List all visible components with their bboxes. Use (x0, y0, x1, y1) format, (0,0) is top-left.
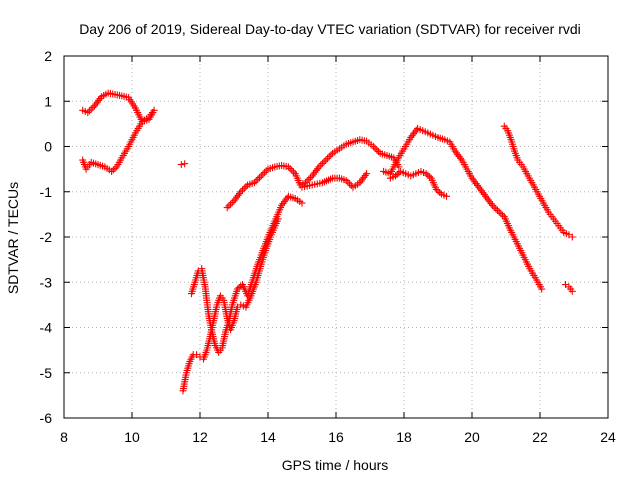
data-point (363, 170, 371, 178)
data-point-interp (436, 189, 444, 197)
data-point-interp (324, 154, 331, 162)
data-point (488, 201, 496, 209)
data-point (538, 285, 546, 293)
data-point (342, 176, 350, 184)
data-point-interp (87, 105, 95, 113)
data-point-interp (256, 174, 263, 182)
data-point (301, 179, 309, 187)
y-tick-label: -6 (40, 410, 53, 426)
data-point (250, 179, 258, 187)
data-point-interp (325, 153, 333, 161)
data-point (315, 163, 323, 171)
data-point-interp (426, 173, 433, 181)
data-point-interp (235, 284, 243, 292)
y-tick-label: -2 (40, 229, 53, 245)
data-point-interp (240, 184, 248, 192)
data-point (257, 172, 265, 180)
data-point (422, 170, 430, 178)
data-point-interp (307, 174, 314, 182)
data-point-interp (227, 200, 235, 208)
data-point (432, 185, 440, 193)
y-tick-label: -1 (40, 184, 53, 200)
data-point-interp (494, 206, 501, 214)
data-point (284, 163, 292, 171)
data-point-interp (375, 148, 382, 156)
data-point (274, 215, 282, 223)
data-point-interp (346, 180, 354, 188)
y-tick-label: 1 (44, 93, 52, 109)
data-point (568, 233, 576, 241)
data-point-interp (490, 203, 498, 211)
data-point-interp (497, 210, 505, 218)
data-point-interp (261, 169, 269, 177)
data-point-interp (225, 202, 233, 210)
x-tick-labels: 8 10 12 14 16 18 20 22 24 (60, 429, 616, 445)
data-point-interp (305, 175, 313, 183)
data-point (181, 160, 189, 168)
data-point (108, 167, 116, 175)
data-point-interp (371, 144, 379, 152)
x-axis-label: GPS time / hours (282, 457, 389, 473)
data-point (233, 285, 241, 293)
x-tick-label: 12 (192, 429, 208, 445)
data-point-interp (393, 170, 401, 178)
data-points (79, 89, 576, 395)
y-tick-label: -5 (40, 365, 53, 381)
y-axis-label: SDTVAR / TECUs (5, 182, 21, 294)
y-tick-label: -4 (40, 320, 53, 336)
data-point (392, 172, 399, 180)
data-point-interp (288, 166, 296, 174)
data-point (148, 109, 156, 117)
x-tick-label: 22 (532, 429, 548, 445)
y-tick-label: -3 (40, 274, 53, 290)
data-point-interp (252, 177, 260, 185)
data-point (568, 287, 576, 295)
data-point-interp (344, 178, 352, 186)
data-point (177, 161, 185, 169)
data-point (298, 199, 306, 207)
x-tick-label: 10 (124, 429, 140, 445)
data-point-interp (434, 187, 442, 195)
data-point-interp (492, 205, 500, 213)
data-point-interp (239, 186, 246, 194)
y-tick-label: 0 (44, 139, 52, 155)
y-tick-labels: 2 1 0 -1 -2 -3 -4 -5 -6 (40, 48, 53, 426)
x-tick-label: 24 (600, 429, 616, 445)
data-point-interp (228, 198, 236, 206)
data-point-interp (242, 183, 250, 191)
x-tick-label: 14 (260, 429, 276, 445)
data-point (443, 192, 450, 200)
data-point (495, 208, 503, 216)
data-point-interp (86, 107, 93, 115)
data-point-interp (318, 159, 326, 167)
data-point-interp (290, 168, 297, 176)
chart-title: Day 206 of 2019, Sidereal Day-to-day VTE… (79, 21, 581, 37)
data-point (223, 204, 231, 212)
data-point-interp (373, 146, 381, 154)
data-point-interp (259, 170, 267, 178)
data-point-interp (89, 103, 97, 111)
data-point-interp (320, 158, 328, 166)
data-point-interp (254, 175, 262, 183)
x-tick-label: 18 (396, 429, 412, 445)
x-tick-label: 8 (60, 429, 68, 445)
grid (64, 56, 608, 418)
y-tick-label: 2 (44, 48, 52, 64)
data-point-interp (109, 166, 117, 174)
x-tick-label: 20 (464, 429, 480, 445)
data-point (237, 188, 245, 196)
data-point-interp (286, 165, 294, 173)
data-point-interp (424, 171, 432, 179)
data-point-interp (499, 211, 507, 219)
data-point-interp (111, 164, 119, 172)
data-point (84, 109, 92, 117)
data-point (322, 156, 330, 164)
data-point-interp (317, 161, 325, 169)
axis-ticks (63, 55, 609, 419)
x-tick-label: 16 (328, 429, 344, 445)
data-point-interp (327, 151, 335, 159)
data-point-interp (262, 167, 270, 175)
data-point (369, 143, 377, 150)
